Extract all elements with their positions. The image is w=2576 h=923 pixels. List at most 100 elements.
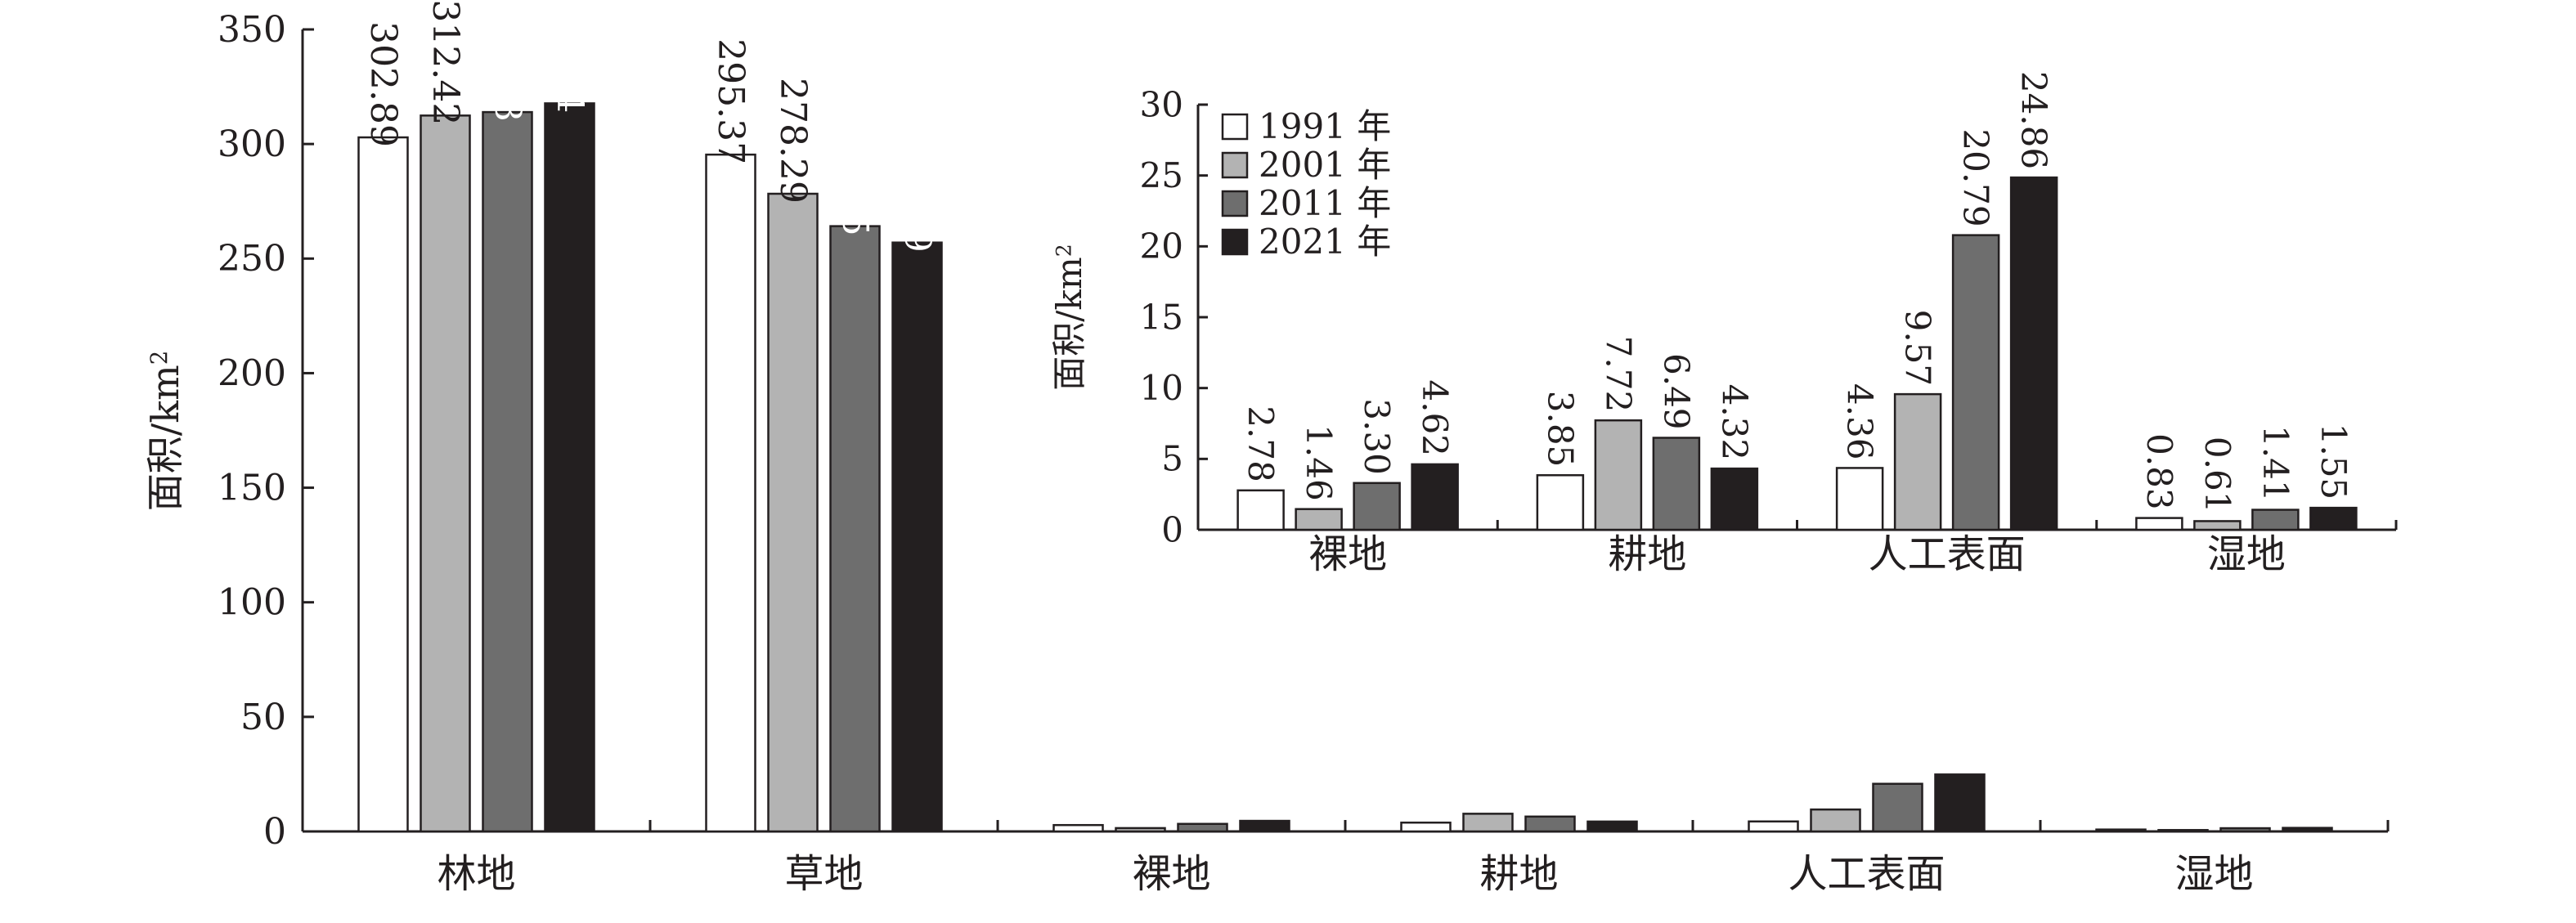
legend-label: 2021 年 (1259, 222, 1391, 262)
main-bar (544, 102, 595, 833)
inset-y-tick-label: 5 (1161, 439, 1183, 479)
main-bar (2219, 827, 2271, 833)
main-bar (2095, 828, 2147, 833)
inset-bar (1536, 474, 1585, 531)
inset-data-label: 4.36 (1840, 383, 1880, 460)
inset-data-label: 0.61 (2197, 437, 2237, 513)
inset-data-label: 24.86 (2014, 71, 2054, 169)
inset-data-label: 1.46 (1299, 424, 1339, 501)
inset-bar (1710, 467, 1759, 531)
inset-data-label: 0.83 (2139, 433, 2179, 510)
main-bar (357, 136, 409, 833)
main-bar (1748, 820, 1799, 833)
inset-y-tick-label: 15 (1140, 297, 1183, 337)
main-bar (1115, 827, 1166, 833)
main-bar (891, 241, 943, 833)
inset-data-label: 6.49 (1656, 353, 1696, 430)
legend-swatch (1221, 151, 1249, 179)
main-x-tick-label: 耕地 (1479, 851, 1558, 897)
main-bar (1239, 819, 1290, 833)
inset-bar (2309, 506, 2358, 531)
main-data-label: 313.93 (487, 0, 528, 122)
inset-y-tick-label: 30 (1140, 84, 1183, 124)
inset-y-tick-label: 0 (1161, 509, 1183, 549)
main-data-label: 256.99 (896, 127, 938, 253)
main-bar (420, 114, 471, 833)
main-bar (1872, 782, 1923, 833)
main-bar (1400, 821, 1452, 833)
inset-bar (2009, 176, 2058, 531)
main-bar (767, 192, 819, 833)
legend-label: 2001 年 (1259, 145, 1391, 185)
legend-swatch (1221, 228, 1249, 256)
main-y-tick-label: 300 (218, 123, 286, 165)
inset-x-tick-label: 耕地 (1608, 531, 1686, 577)
inset-y-axis-label: 面积/km2 (1049, 244, 1089, 390)
legend-swatch (1221, 190, 1249, 217)
main-data-label: 278.29 (772, 78, 814, 204)
main-y-axis-label: 面积/km2 (143, 351, 187, 512)
inset-data-label: 1.55 (2313, 423, 2354, 500)
inset-data-label: 20.79 (1956, 128, 1996, 226)
inset-x-tick-label: 人工表面 (1869, 531, 2026, 577)
inset-bar (1411, 463, 1459, 531)
main-bar (2282, 827, 2333, 833)
main-y-tick-label: 350 (218, 9, 286, 51)
main-bar (829, 225, 881, 833)
inset-bar (1236, 489, 1285, 531)
main-y-tick-label: 200 (218, 352, 286, 394)
inset-data-label: 3.30 (1357, 398, 1397, 475)
main-bar (1177, 822, 1228, 833)
main-y-tick-label: 100 (218, 582, 286, 624)
main-data-label: 317.74 (549, 0, 590, 113)
inset-bar (2251, 509, 2300, 531)
main-bar (1586, 820, 1638, 833)
legend-swatch (1221, 113, 1249, 141)
main-x-tick-label: 人工表面 (1788, 851, 1945, 897)
inset-bar (1652, 437, 1701, 531)
main-bar (482, 110, 533, 833)
main-bar (1524, 815, 1576, 833)
inset-bar (1594, 419, 1643, 531)
inset-data-label: 1.41 (2255, 425, 2296, 502)
main-y-tick-label: 0 (263, 811, 286, 853)
inset-x-tick-label: 裸地 (1308, 531, 1387, 577)
main-data-label: 302.89 (362, 21, 404, 147)
main-y-tick-label: 150 (218, 468, 286, 509)
inset-y-tick-label: 10 (1140, 368, 1183, 408)
main-bar (1810, 808, 1861, 833)
inset-data-label: 7.72 (1598, 336, 1638, 413)
inset-bar (2193, 520, 2242, 531)
inset-bar (1835, 467, 1884, 531)
inset-y-tick-label: 25 (1140, 155, 1183, 195)
legend-label: 1991 年 (1259, 106, 1391, 146)
inset-bar (1951, 234, 2000, 531)
inset-bar (1353, 482, 1401, 531)
main-y-tick-label: 50 (240, 697, 286, 738)
inset-bar (1893, 392, 1942, 531)
inset-data-label: 3.85 (1540, 391, 1580, 468)
main-x-tick-label: 林地 (437, 851, 515, 897)
inset-bar (1295, 508, 1343, 531)
main-y-tick-label: 250 (218, 238, 286, 280)
main-bar (1934, 773, 1986, 833)
main-bar (1052, 823, 1104, 833)
inset-x-tick-label: 湿地 (2207, 531, 2286, 577)
inset-data-label: 2.78 (1241, 405, 1281, 482)
main-data-label: 264.15 (834, 110, 876, 236)
inset-data-label: 4.62 (1415, 379, 1455, 456)
main-x-tick-label: 裸地 (1132, 851, 1210, 897)
inset-data-label: 4.32 (1714, 384, 1754, 461)
main-data-label: 295.37 (710, 38, 752, 164)
inset-y-tick-label: 20 (1140, 226, 1183, 267)
main-bar (2157, 829, 2209, 833)
main-bar (705, 153, 756, 833)
inset-bar (2135, 517, 2183, 531)
main-x-tick-label: 草地 (784, 851, 863, 897)
main-bar (1462, 813, 1514, 833)
main-data-label: 312.42 (424, 0, 466, 125)
main-x-tick-label: 湿地 (2174, 851, 2253, 897)
legend-label: 2011 年 (1259, 183, 1391, 223)
